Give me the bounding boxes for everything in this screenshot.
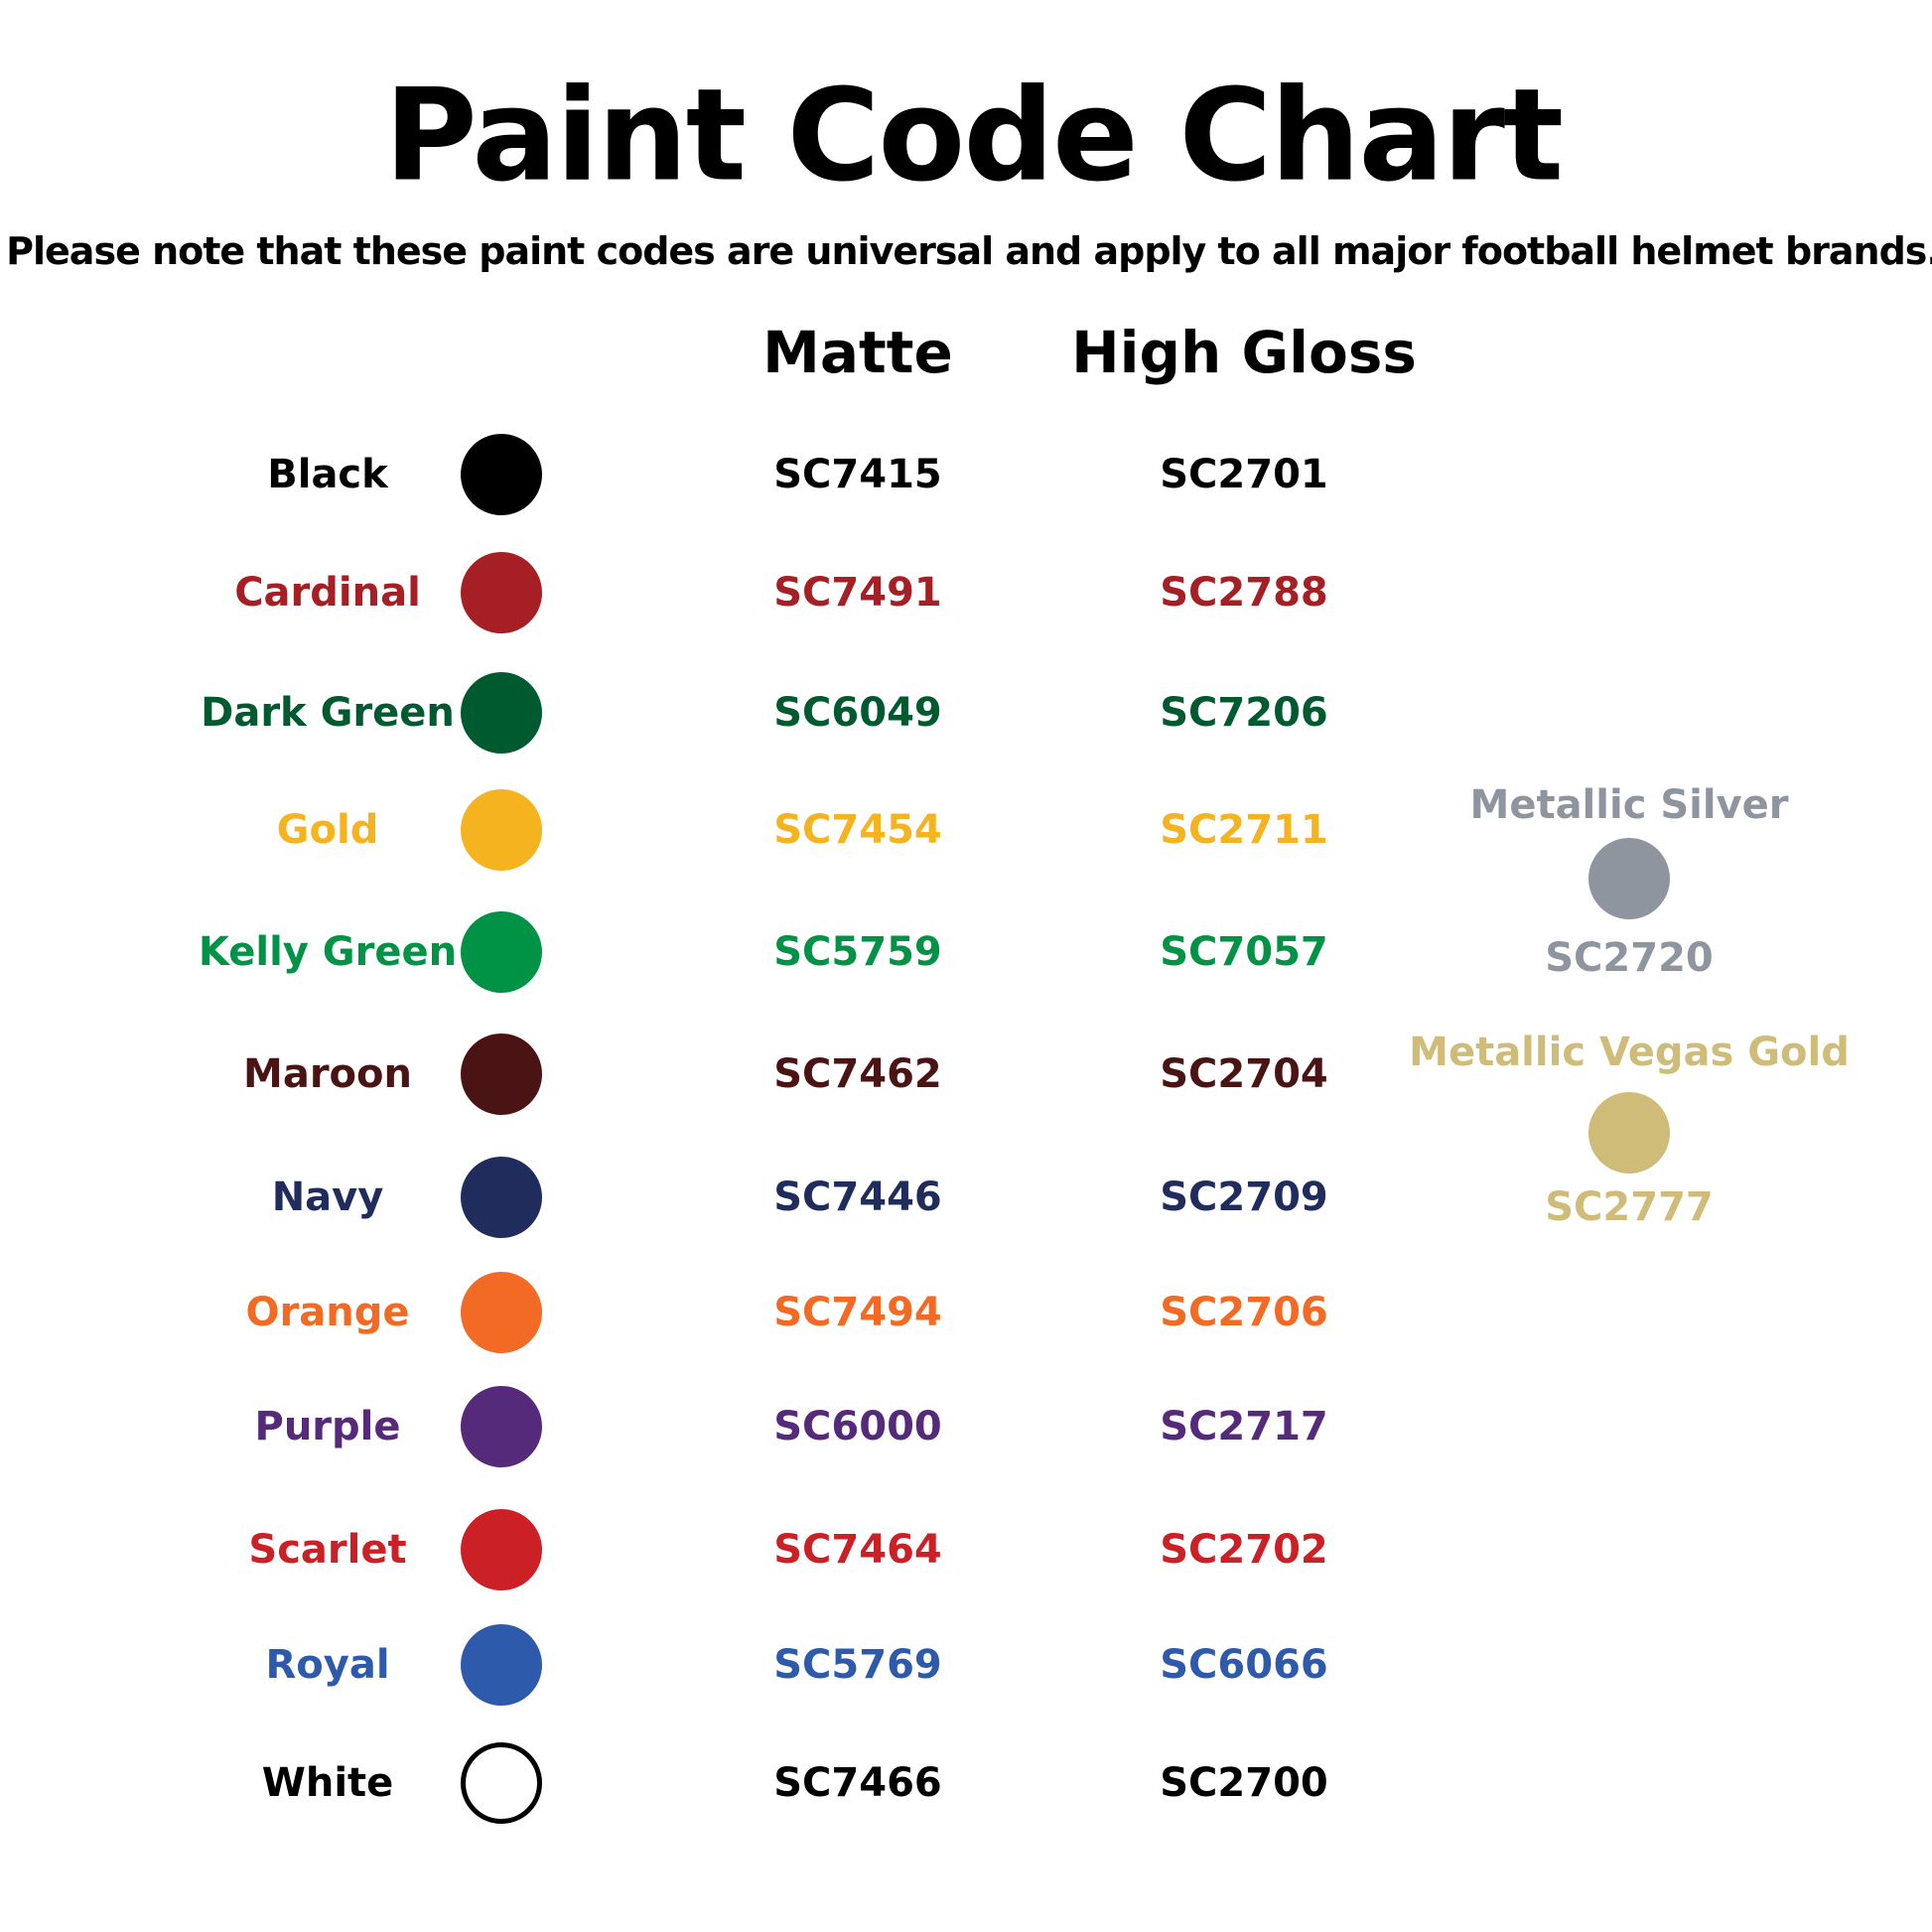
color-swatch [461,789,542,871]
matte-code: SC7494 [773,1290,942,1335]
gloss-code: SC2701 [1160,452,1328,497]
color-swatch [461,1386,542,1467]
metallic-swatch [1588,838,1670,919]
metallic-code: SC2720 [1545,935,1714,981]
color-swatch [461,552,542,633]
matte-code: SC7454 [773,807,942,853]
matte-code: SC7464 [773,1527,942,1573]
color-name: Orange [245,1290,410,1335]
gloss-code: SC2709 [1160,1174,1328,1220]
color-swatch [461,1157,542,1238]
matte-code: SC7462 [773,1051,942,1097]
gloss-code: SC2711 [1160,807,1328,853]
metallic-name: Metallic Silver [1469,782,1789,828]
gloss-code: SC2788 [1160,570,1328,616]
color-name: Scarlet [248,1527,407,1573]
page-title: Paint Code Chart [383,62,1564,210]
color-swatch [461,911,542,993]
metallic-code: SC2777 [1545,1184,1714,1230]
color-swatch [461,1624,542,1706]
color-swatch [461,1034,542,1115]
gloss-code: SC7206 [1160,690,1328,736]
matte-code: SC5759 [773,929,942,975]
color-name: Kelly Green [198,929,458,975]
gloss-code: SC2717 [1160,1404,1328,1449]
color-swatch [461,1509,542,1590]
metallic-swatch [1588,1092,1670,1173]
gloss-code: SC6066 [1160,1642,1328,1688]
color-swatch [461,1742,542,1824]
gloss-code: SC2706 [1160,1290,1328,1335]
color-swatch [461,1272,542,1353]
color-name: White [261,1760,394,1806]
gloss-header: High Gloss [1071,319,1417,386]
matte-code: SC7446 [773,1174,942,1220]
matte-code: SC6000 [773,1404,942,1449]
color-name: Dark Green [201,690,455,736]
matte-code: SC7491 [773,570,942,616]
gloss-code: SC2700 [1160,1760,1328,1806]
color-name: Royal [265,1642,390,1688]
color-name: Cardinal [234,570,421,616]
metallic-name: Metallic Vegas Gold [1409,1030,1850,1075]
color-name: Navy [271,1174,384,1220]
color-name: Purple [254,1404,401,1449]
matte-code: SC7466 [773,1760,942,1806]
color-name: Black [267,452,388,497]
subtitle: Please note that these paint codes are u… [6,229,1932,273]
color-swatch [461,672,542,754]
color-swatch [461,434,542,515]
color-name: Gold [276,807,379,853]
matte-code: SC7415 [773,452,942,497]
matte-code: SC6049 [773,690,942,736]
matte-code: SC5769 [773,1642,942,1688]
color-name: Maroon [243,1051,412,1097]
gloss-code: SC2704 [1160,1051,1328,1097]
gloss-code: SC2702 [1160,1527,1328,1573]
matte-header: Matte [762,319,953,386]
gloss-code: SC7057 [1160,929,1328,975]
